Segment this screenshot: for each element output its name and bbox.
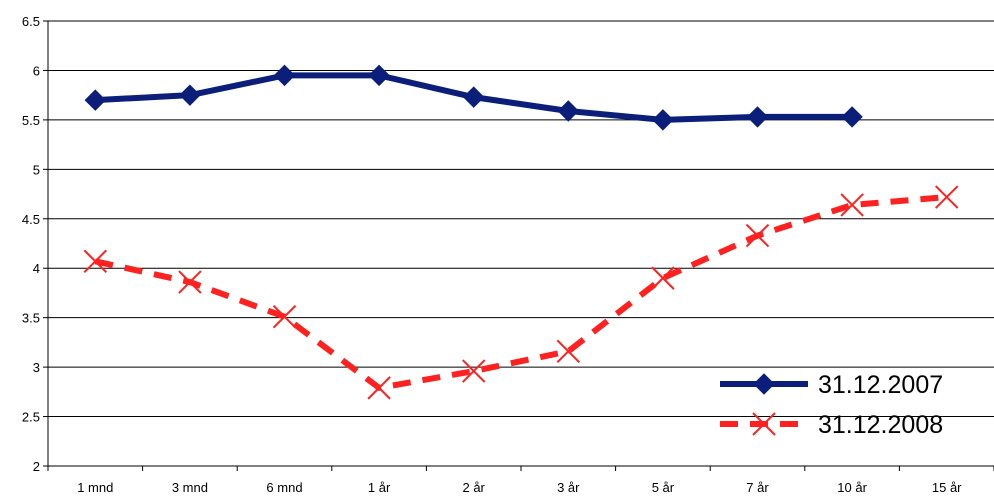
- series-2-point: [178, 270, 202, 294]
- x-tick-label: 15 år: [932, 480, 962, 495]
- x-tick-label: 3 mnd: [172, 480, 208, 495]
- series-1-point: [179, 84, 201, 106]
- series-2-point: [367, 376, 391, 400]
- x-tick-label: 6 mnd: [266, 480, 302, 495]
- y-tick-label: 6: [33, 63, 40, 78]
- y-tick-label: 4.5: [22, 212, 40, 227]
- series-2-point-stroke: [840, 193, 864, 217]
- series-1-point: [273, 64, 296, 87]
- y-tick-label: 3: [33, 360, 40, 375]
- y-tick-label: 5.5: [22, 113, 40, 128]
- x-tick-label: 5 år: [652, 480, 675, 495]
- series-2-point: [651, 266, 675, 290]
- x-tick-label: 7 år: [746, 480, 769, 495]
- series-2-point-stroke: [745, 223, 770, 248]
- y-tick-label: 2.5: [22, 410, 40, 425]
- x-axis-tick-labels: 1 mnd 3 mnd 6 mnd 1 år 2 år 3 år 5 år 7 år 10 år…: [77, 480, 962, 495]
- series-2-point-stroke: [178, 270, 202, 294]
- series-group: [83, 64, 959, 400]
- x-tick-label: 3 år: [557, 480, 580, 495]
- axes: [43, 20, 994, 471]
- series-2-point: [745, 223, 770, 248]
- series-line-2: [94, 194, 947, 391]
- series-1-point: [84, 89, 107, 111]
- series-2-point-stroke: [461, 359, 486, 383]
- x-tick-label: 1 år: [368, 480, 391, 495]
- series-1-point: [652, 109, 674, 131]
- y-tick-label: 6.5: [22, 14, 40, 29]
- series-2-point-stroke: [934, 185, 959, 209]
- x-tick-label: 1 mnd: [77, 480, 113, 495]
- series-1-point: [557, 100, 580, 122]
- series-2-point-stroke: [651, 266, 675, 290]
- legend-label-1: 31.12.2007: [818, 371, 943, 399]
- y-tick-label: 4: [33, 261, 40, 276]
- series-2-point-stroke: [556, 339, 581, 363]
- series-2-point: [840, 193, 864, 217]
- series-2-point-stroke: [83, 249, 108, 274]
- series-2-point: [272, 304, 297, 329]
- series-2-point: [556, 339, 581, 363]
- y-axis-tick-labels: 2 2.5 3 3.5 4 4.5 5 5.5 6 6.5: [22, 14, 40, 474]
- series-1-point: [841, 106, 863, 128]
- legend-label-2: 31.12.2008: [818, 411, 943, 439]
- series-2-point: [83, 249, 108, 274]
- series-2-point-stroke: [367, 376, 391, 400]
- legend: 31.12.2007 31.12.2008: [720, 371, 943, 439]
- series-2-point: [934, 185, 959, 209]
- y-tick-label: 2: [33, 459, 40, 474]
- series-1-point: [462, 86, 485, 108]
- series-2-point: [461, 359, 486, 383]
- legend-marker-1: [753, 373, 775, 395]
- gridlines: [48, 20, 994, 418]
- y-tick-label: 3.5: [22, 311, 40, 326]
- series-1-point: [746, 106, 769, 128]
- series-1-point: [368, 64, 390, 87]
- legend-marker-2: [752, 412, 776, 436]
- x-tick-label: 2 år: [462, 480, 485, 495]
- y-tick-label: 5: [33, 162, 40, 177]
- x-tick-label: 10 år: [837, 480, 867, 495]
- legend-marker-2-stroke: [752, 412, 776, 436]
- series-2-point-stroke: [272, 304, 297, 329]
